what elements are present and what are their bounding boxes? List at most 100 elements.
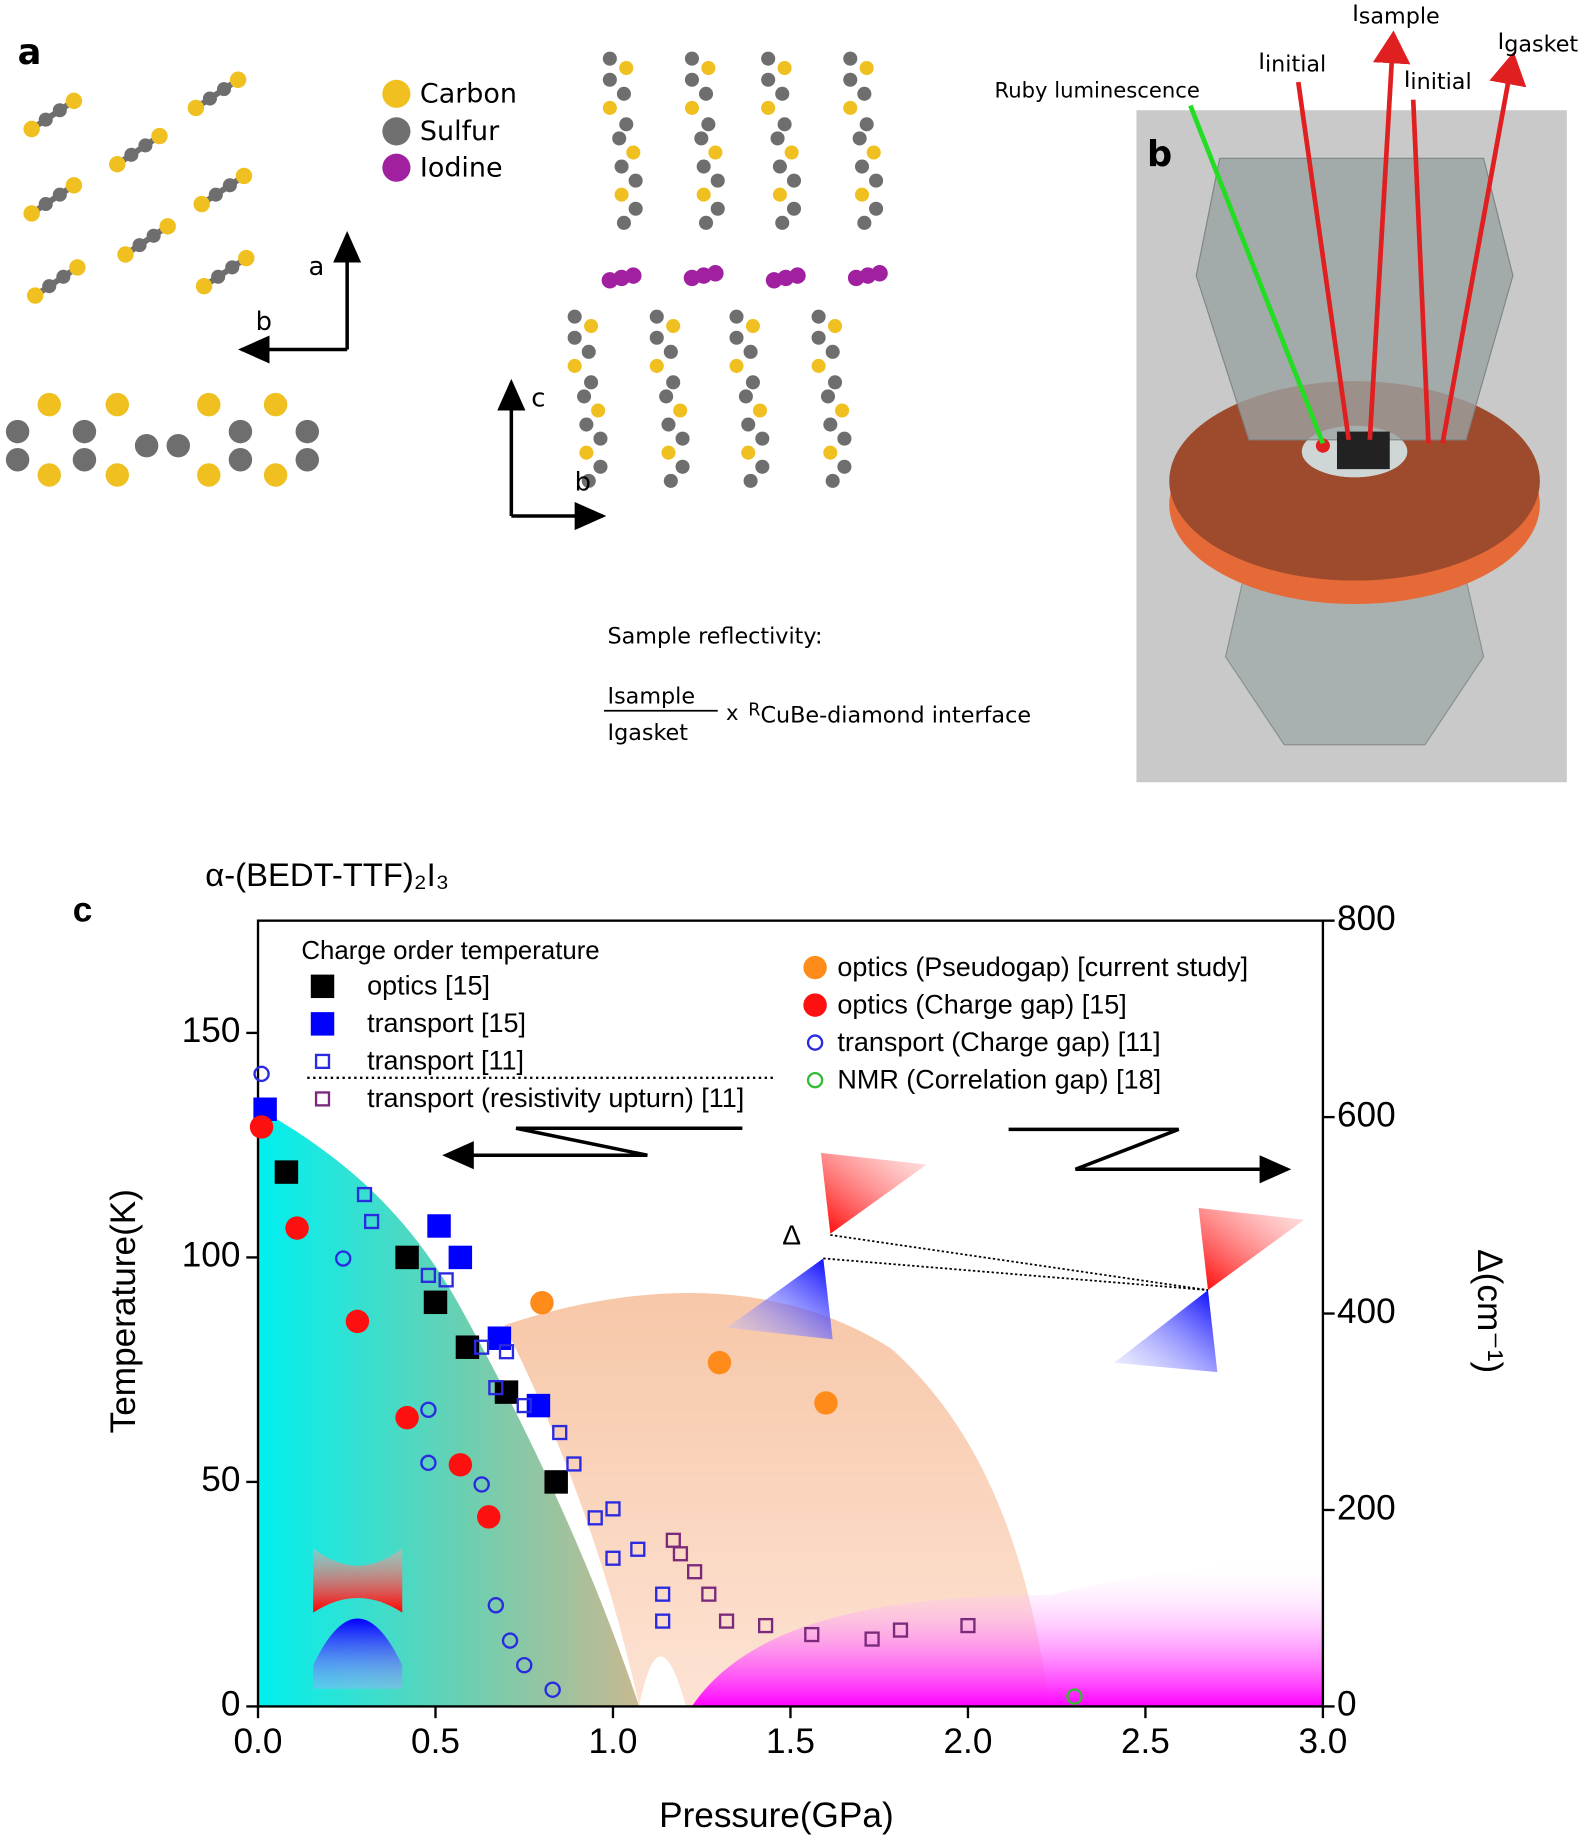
subscript: initial (1265, 51, 1326, 77)
atom (628, 201, 643, 216)
ruby (1315, 438, 1330, 453)
marker (516, 1656, 533, 1674)
marker (448, 1453, 473, 1477)
atom (857, 215, 872, 230)
atom (628, 173, 643, 188)
atom (837, 431, 852, 446)
bond (202, 255, 248, 289)
y-tick-label: 0 (221, 1685, 241, 1724)
atom (295, 448, 319, 472)
atom (698, 86, 714, 101)
atom (755, 431, 770, 446)
atom (105, 392, 130, 417)
legend-label: Iodine (420, 152, 503, 183)
atom (825, 473, 840, 488)
atom (72, 419, 97, 444)
marker (516, 1397, 532, 1414)
y-axis-label: Temperature(K) (104, 1189, 143, 1433)
marker (655, 1586, 671, 1602)
atom (859, 60, 874, 76)
axis-label: c (531, 383, 545, 413)
atom (72, 448, 97, 472)
subscript: sample (614, 683, 695, 709)
marker (804, 1626, 820, 1643)
bond (30, 98, 76, 132)
correlation-region (691, 1559, 1323, 1707)
marker (420, 1401, 437, 1419)
x-tick-label: 2.0 (943, 1722, 992, 1761)
atom (675, 459, 690, 474)
legend-label: optics [15] (367, 971, 490, 1001)
y2-axis-label: Δ(cm⁻¹) (1470, 1249, 1509, 1373)
marker (605, 1501, 621, 1517)
atom (132, 238, 147, 253)
atom (837, 459, 852, 474)
beam (1367, 30, 1411, 440)
atom (263, 463, 288, 487)
marker (494, 1380, 519, 1404)
atom (602, 72, 617, 87)
axis-label: b (575, 468, 591, 498)
atom (666, 375, 681, 390)
atom (649, 330, 664, 345)
atom (710, 201, 725, 216)
atom (811, 309, 826, 324)
atom (866, 145, 881, 160)
atom (166, 433, 190, 458)
atom (612, 131, 627, 146)
legend-label: transport (resistivity upturn) [11] (367, 1083, 744, 1113)
atom (761, 100, 776, 115)
atom (854, 159, 870, 174)
formula-times: x (726, 700, 739, 725)
legend-label: transport [11] (367, 1046, 524, 1076)
atom (5, 419, 30, 444)
legend-label: Sulfur (420, 116, 500, 147)
atom (772, 187, 787, 202)
atom (579, 445, 594, 460)
atom (701, 60, 716, 76)
atom (216, 82, 232, 97)
atom (775, 86, 790, 101)
atom (786, 201, 802, 216)
marker (474, 1339, 490, 1355)
atom (151, 127, 168, 145)
atom (786, 173, 802, 188)
beam (1295, 81, 1352, 441)
formula-factor: RCuBe-diamond interface (748, 701, 1031, 728)
marker (427, 1214, 451, 1238)
marker (455, 1335, 480, 1359)
atom (65, 177, 83, 194)
atom (729, 330, 744, 345)
symbol: I (1258, 49, 1265, 75)
atom (65, 92, 83, 110)
atom (871, 265, 888, 282)
atom (37, 392, 61, 417)
y2-tick-label: 0 (1337, 1685, 1357, 1724)
atom (710, 173, 725, 188)
atom (567, 309, 582, 324)
atom (770, 131, 785, 146)
atom (593, 459, 608, 474)
formula-denominator: Igasket (608, 720, 689, 746)
atom (694, 131, 709, 146)
dotted-line (830, 1234, 1209, 1291)
atom (56, 269, 71, 284)
legend-label: optics (Pseudogap) [current study] (837, 952, 1248, 982)
atom (614, 159, 629, 174)
atom (843, 51, 858, 66)
bond (115, 133, 162, 167)
legend-marker (806, 1034, 824, 1051)
atom (823, 445, 838, 460)
atom (696, 187, 711, 202)
formula-caption: Sample reflectivity: (608, 623, 823, 649)
marker (285, 1216, 309, 1240)
beam-label: Igasket (1498, 29, 1579, 57)
marker (707, 1350, 732, 1375)
legend-label: Carbon (420, 79, 517, 110)
atom (823, 417, 838, 432)
beam (1440, 51, 1527, 444)
atom (775, 215, 790, 230)
marker (701, 1586, 717, 1602)
atom (105, 463, 130, 487)
marker (345, 1309, 370, 1334)
